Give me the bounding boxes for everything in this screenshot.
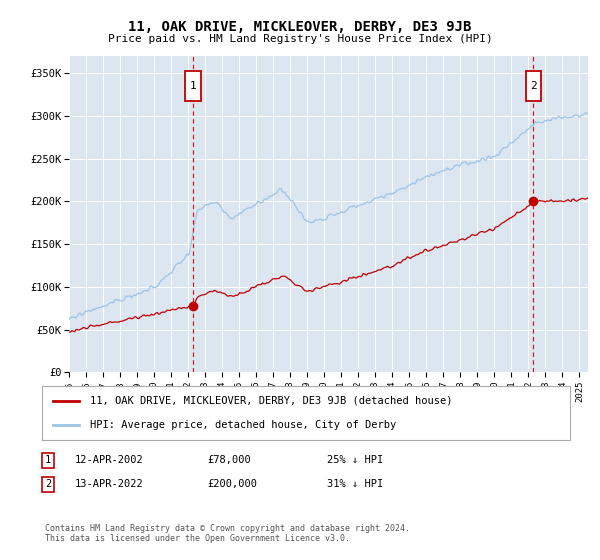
Text: 12-APR-2002: 12-APR-2002	[75, 455, 144, 465]
Text: Contains HM Land Registry data © Crown copyright and database right 2024.
This d: Contains HM Land Registry data © Crown c…	[45, 524, 410, 543]
Text: 2: 2	[530, 81, 536, 91]
Text: 1: 1	[190, 81, 196, 91]
Text: Price paid vs. HM Land Registry's House Price Index (HPI): Price paid vs. HM Land Registry's House …	[107, 34, 493, 44]
Text: 1: 1	[45, 455, 51, 465]
Text: £200,000: £200,000	[207, 479, 257, 489]
Bar	[185, 71, 200, 101]
Bar	[526, 71, 541, 101]
Text: 13-APR-2022: 13-APR-2022	[75, 479, 144, 489]
Text: 31% ↓ HPI: 31% ↓ HPI	[327, 479, 383, 489]
Text: 25% ↓ HPI: 25% ↓ HPI	[327, 455, 383, 465]
Text: 11, OAK DRIVE, MICKLEOVER, DERBY, DE3 9JB (detached house): 11, OAK DRIVE, MICKLEOVER, DERBY, DE3 9J…	[89, 396, 452, 406]
Text: 11, OAK DRIVE, MICKLEOVER, DERBY, DE3 9JB: 11, OAK DRIVE, MICKLEOVER, DERBY, DE3 9J…	[128, 20, 472, 34]
Text: HPI: Average price, detached house, City of Derby: HPI: Average price, detached house, City…	[89, 420, 396, 430]
Text: £78,000: £78,000	[207, 455, 251, 465]
Text: 2: 2	[45, 479, 51, 489]
